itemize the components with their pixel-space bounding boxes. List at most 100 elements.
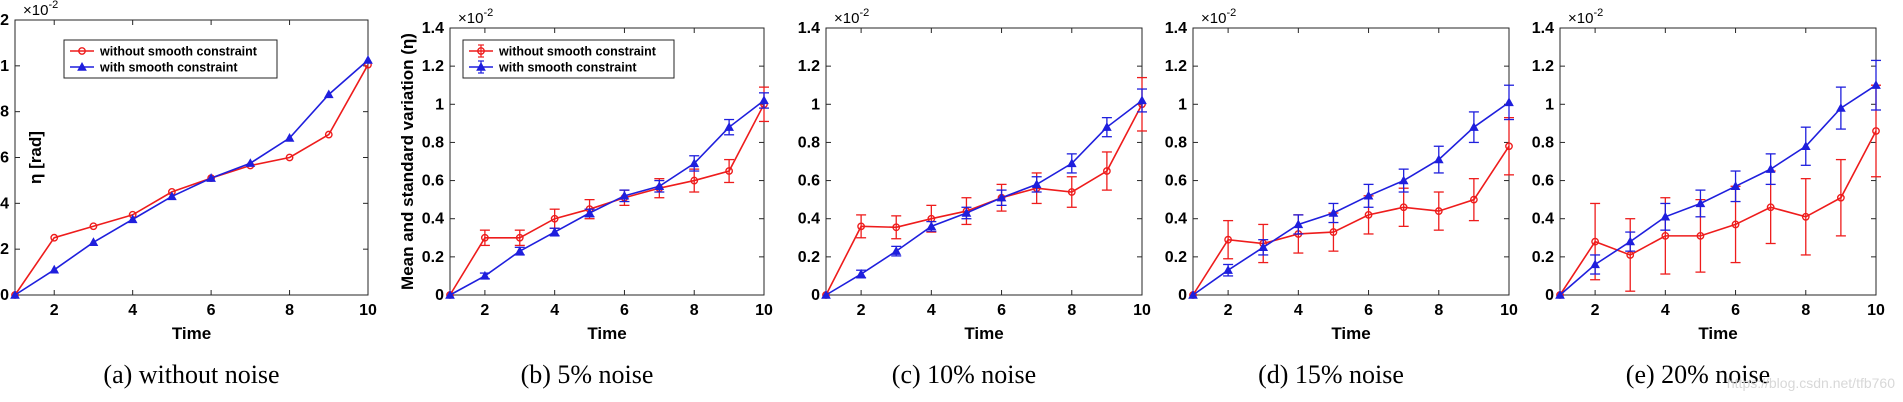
data-point [167, 191, 177, 201]
error-bar [514, 229, 525, 247]
series-line [825, 99, 1143, 296]
data-point [1660, 211, 1671, 221]
x-axis-label: Time [587, 324, 626, 343]
data-point [724, 122, 734, 131]
axis-exponent: ×10-2 [458, 7, 493, 27]
data-point [1031, 179, 1042, 189]
data-point [206, 173, 216, 182]
error-bar [1468, 178, 1479, 222]
data-point [1363, 190, 1374, 200]
data-point [1293, 219, 1304, 229]
x-tick-label: 6 [207, 302, 216, 319]
data-point [1102, 122, 1112, 131]
y-tick-label: 0.6 [422, 173, 444, 190]
data-point [1067, 188, 1076, 196]
y-tick-label: 1.4 [422, 20, 444, 37]
data-point [324, 130, 333, 139]
data-point [856, 268, 866, 278]
y-tick-label: 0.8 [798, 134, 820, 151]
x-tick-label: 6 [997, 302, 1006, 319]
data-point [88, 237, 99, 246]
data-point [892, 223, 901, 232]
data-point [1801, 212, 1810, 221]
data-point [1137, 95, 1147, 105]
y-tick-label: 0.2 [0, 241, 9, 258]
data-point [480, 233, 489, 242]
data-point [1871, 80, 1881, 89]
error-bar [1800, 178, 1811, 256]
error-bar [856, 214, 867, 239]
series-with-smooth [1555, 59, 1881, 299]
series-line [1192, 145, 1510, 296]
y-tick-label: 0.4 [798, 211, 820, 228]
y-tick-label: 0.2 [422, 249, 444, 266]
data-point [1590, 259, 1600, 269]
data-point [584, 207, 595, 217]
y-tick-label: 1 [1178, 96, 1187, 113]
data-point [891, 246, 902, 255]
x-tick-label: 10 [1500, 302, 1518, 319]
error-bar [1835, 158, 1846, 237]
data-point [89, 222, 98, 231]
y-tick-label: 0 [1178, 287, 1187, 304]
y-tick-label: 0.8 [0, 104, 9, 121]
data-point [10, 289, 20, 299]
y-tick-label: 1 [435, 96, 444, 113]
data-point [1329, 228, 1338, 236]
x-tick-label: 6 [1731, 302, 1740, 319]
data-point [1766, 203, 1775, 212]
x-tick-label: 2 [1591, 302, 1600, 319]
data-point [1328, 207, 1339, 217]
data-point [1398, 175, 1409, 185]
data-point [961, 207, 972, 217]
chart-panel-5: 0 0.2 0.4 0.6 0.8 1 1.2 1.4 2 4 6 8 10 ×10-2 Time (e) 2… [1532, 7, 1885, 389]
data-point [619, 190, 630, 200]
legend-marker [477, 47, 485, 55]
y-tick-label: 1.2 [798, 58, 820, 75]
x-tick-label: 8 [690, 302, 699, 319]
x-tick-label: 8 [285, 302, 294, 319]
y-tick-label: 0.4 [1165, 211, 1187, 228]
x-tick-label: 6 [1364, 302, 1373, 319]
data-point [1800, 141, 1811, 150]
data-point [926, 221, 937, 231]
x-axis-label: Time [172, 324, 211, 343]
data-point [50, 233, 59, 242]
data-point [1661, 231, 1670, 240]
data-point [550, 214, 559, 223]
series-line [14, 59, 369, 296]
plot-frame [1559, 27, 1877, 296]
y-tick-label: 0 [0, 287, 9, 304]
y-tick-label: 0.6 [1165, 173, 1187, 190]
y-tick-label: 1.4 [1532, 20, 1554, 37]
y-tick-label: 0.2 [1532, 249, 1554, 266]
data-point [1505, 142, 1513, 151]
subfigure-caption: (e) 20% noise [1626, 360, 1770, 389]
legend-box [462, 39, 675, 79]
data-point [285, 153, 294, 162]
data-point [515, 233, 524, 242]
y-tick-label: 0.8 [1532, 134, 1554, 151]
subfigure-caption: (b) 5% noise [521, 360, 654, 389]
data-point [245, 158, 256, 167]
x-tick-label: 8 [1801, 302, 1810, 319]
y-axis-label: Mean and standard variation (η) [398, 33, 417, 290]
data-point [689, 158, 700, 168]
data-point [1836, 103, 1846, 112]
data-point [1102, 167, 1111, 175]
series-line [449, 103, 765, 296]
y-tick-label: 1.2 [422, 58, 444, 75]
x-tick-label: 10 [1133, 302, 1151, 319]
data-point [1066, 158, 1077, 168]
data-point [549, 227, 560, 236]
y-tick-label: 1 [1545, 96, 1554, 113]
y-tick-label: 0 [435, 287, 444, 304]
y-tick-label: 0.8 [1165, 134, 1187, 151]
legend-marker [476, 61, 486, 71]
legend-box [63, 39, 278, 79]
data-point [1731, 220, 1740, 229]
data-point [1695, 198, 1706, 208]
series-line [1192, 101, 1510, 296]
error-bar [1433, 191, 1444, 231]
